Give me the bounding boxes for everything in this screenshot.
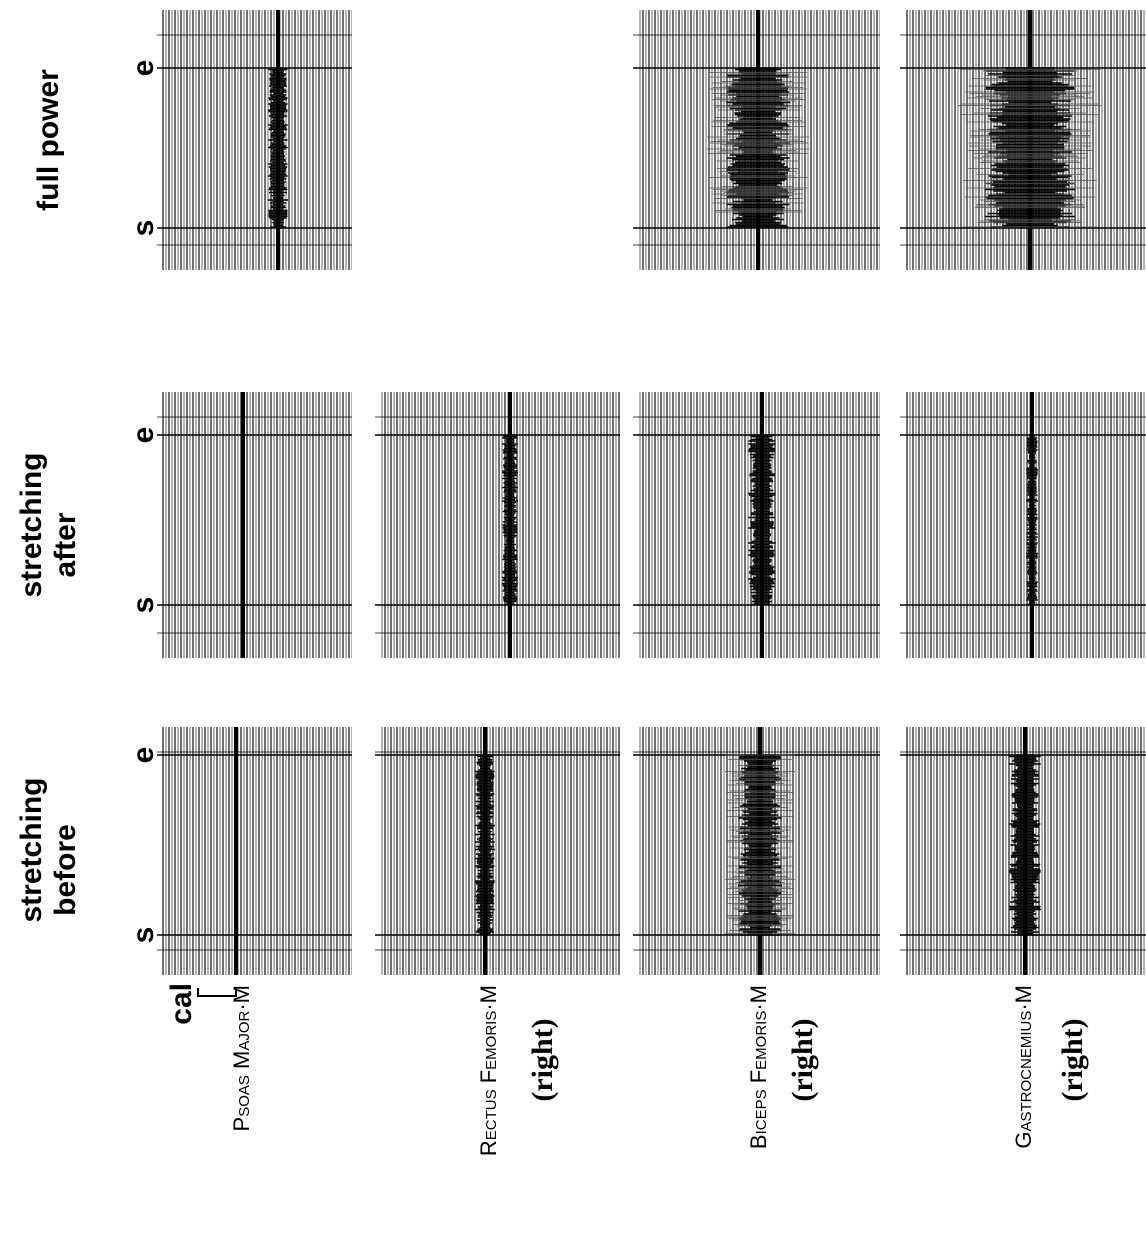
row-label: stretching bbox=[15, 777, 48, 922]
start-marker: s bbox=[127, 220, 160, 237]
muscle-label: Rectus Femoris·M bbox=[476, 985, 501, 1156]
recording-panel bbox=[380, 392, 620, 658]
muscle-label: Gastrocnemius·M bbox=[1011, 985, 1036, 1149]
muscle-label: Biceps Femoris·M bbox=[746, 985, 771, 1149]
end-marker: e bbox=[127, 747, 160, 764]
calibration-label: cal bbox=[165, 983, 198, 1025]
side-label: (right) bbox=[786, 1018, 819, 1101]
start-marker: s bbox=[127, 927, 160, 944]
calibration-bracket bbox=[197, 988, 237, 997]
row-label: after bbox=[49, 512, 82, 577]
recording-panel bbox=[162, 727, 352, 975]
row-label: full power bbox=[32, 69, 65, 211]
end-marker: e bbox=[127, 427, 160, 444]
end-marker: e bbox=[127, 60, 160, 77]
row-label: stretching bbox=[15, 452, 48, 597]
muscle-label: Psoas Major·M bbox=[229, 985, 254, 1131]
start-marker: s bbox=[127, 597, 160, 614]
side-label: (right) bbox=[526, 1018, 559, 1101]
recording-panel bbox=[905, 392, 1146, 658]
row-label: before bbox=[49, 824, 82, 916]
side-label: (right) bbox=[1056, 1018, 1089, 1101]
recording-panel bbox=[162, 10, 352, 270]
recording-panel bbox=[380, 727, 620, 975]
recording-panel bbox=[162, 392, 352, 658]
